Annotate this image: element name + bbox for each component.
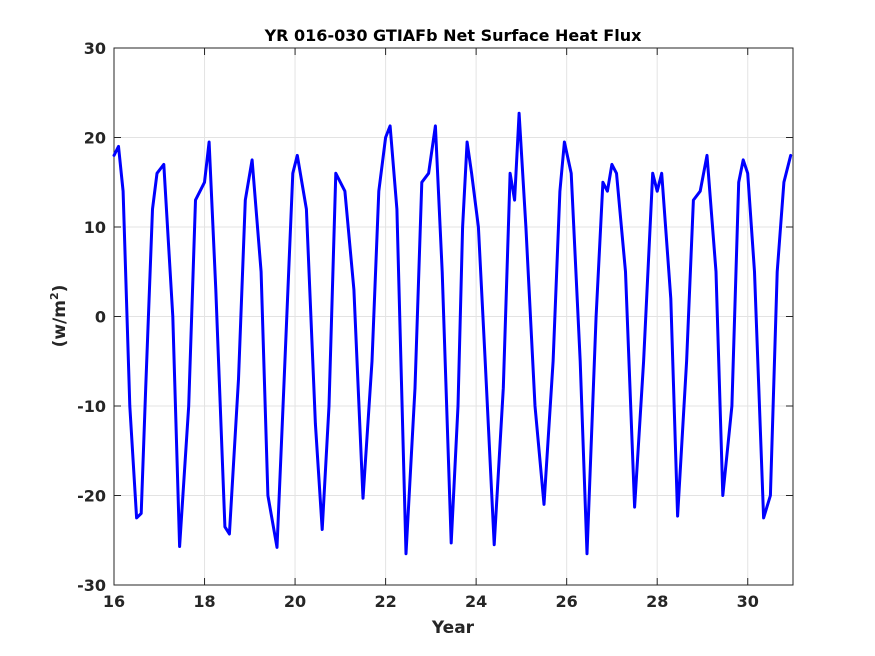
x-tick-label: 16 (103, 592, 125, 611)
y-tick-label: -10 (77, 397, 106, 416)
x-tick-label: 26 (556, 592, 578, 611)
y-axis-label-suffix: ) (50, 285, 70, 293)
y-tick-labels: -30 -20 -10 0 10 20 30 (77, 39, 106, 595)
y-tick-label: -20 (77, 487, 106, 506)
x-tick-labels: 16 18 20 22 24 26 28 30 (103, 592, 759, 611)
y-axis-label-superscript: 2 (48, 292, 61, 300)
x-tick-label: 22 (374, 592, 396, 611)
y-axis-label-prefix: (w/m (50, 300, 70, 347)
y-tick-label: 0 (95, 308, 106, 327)
y-tick-label: -30 (77, 576, 106, 595)
x-tick-label: 28 (646, 592, 668, 611)
series-line (112, 111, 793, 556)
y-tick-label: 30 (84, 39, 106, 58)
x-axis-label: Year (431, 618, 475, 638)
x-tick-label: 30 (737, 592, 759, 611)
y-tick-label: 10 (84, 218, 106, 237)
y-axis-label: (w/m2) (48, 285, 70, 348)
x-tick-label: 18 (193, 592, 215, 611)
x-tick-label: 20 (284, 592, 306, 611)
chart-title: YR 016-030 GTIAFb Net Surface Heat Flux (264, 26, 643, 45)
x-tick-label: 24 (465, 592, 487, 611)
y-tick-label: 20 (84, 129, 106, 148)
plot-frame (113, 47, 794, 586)
